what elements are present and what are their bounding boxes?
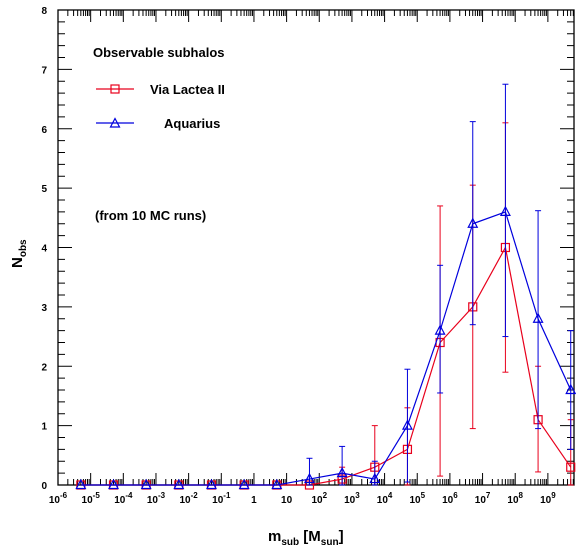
data-point — [499, 205, 511, 216]
data-point — [205, 478, 217, 490]
y-tick-label: 3 — [41, 303, 47, 314]
x-label-sub: sub — [281, 537, 299, 548]
x-tick-label-base: 10 — [147, 495, 159, 506]
legend-title: Observable subhalos — [93, 45, 225, 60]
x-tick-label: 105 — [409, 491, 425, 506]
y-tick-label: 2 — [41, 362, 47, 373]
data-point — [369, 472, 381, 484]
y-axis-label: Nobs — [9, 239, 29, 268]
x-tick-label-base: 10 — [475, 495, 487, 506]
series-layer — [75, 83, 576, 490]
x-tick-label-power: 7 — [486, 491, 491, 500]
ticks-layer: 10-6 10-5 10-4 10-3 10-2 10-1 1 10 102 103 104 105 1… — [41, 6, 574, 506]
y-tick-label: 1 — [41, 422, 47, 433]
x-tick-label-base: 10 — [442, 495, 454, 506]
x-tick-label-base: 10 — [507, 495, 519, 506]
data-point — [75, 478, 87, 490]
x-label-end: ] — [339, 528, 344, 545]
x-tick-label-power: 4 — [388, 491, 393, 500]
data-point — [336, 466, 348, 478]
data-point — [467, 217, 479, 228]
y-label-sub: obs — [18, 239, 29, 257]
data-point — [532, 312, 544, 323]
x-axis-label: msub [Msun] — [268, 528, 344, 548]
x-tick-label-power: 2 — [323, 491, 328, 500]
legend-marker-aquarius — [109, 117, 121, 128]
x-tick-label-base: 1 — [251, 495, 257, 506]
x-label-main: m — [268, 528, 281, 545]
x-tick-label: 1 — [251, 495, 257, 506]
x-tick-label: 10-2 — [180, 491, 199, 506]
data-point — [173, 478, 185, 490]
x-tick-label: 10-1 — [212, 491, 231, 506]
x-tick-label-power: 3 — [355, 491, 360, 500]
x-tick-label-base: 10 — [114, 495, 126, 506]
data-point — [303, 472, 315, 484]
data-point — [434, 324, 446, 335]
x-tick-label-power: -6 — [60, 491, 68, 500]
x-tick-label-base: 10 — [540, 495, 552, 506]
y-tick-label: 5 — [41, 184, 47, 195]
x-tick-label-power: -4 — [125, 491, 133, 500]
x-tick-label: 10-5 — [82, 491, 101, 506]
data-point — [271, 478, 283, 490]
x-tick-label-base: 10 — [49, 495, 61, 506]
series-line — [80, 211, 572, 486]
x-tick-label-power: -5 — [93, 491, 101, 500]
legend-label-via-lactea-ii: Via Lactea II — [150, 82, 225, 97]
x-tick-label: 102 — [311, 491, 327, 506]
x-tick-label-power: 9 — [551, 491, 556, 500]
x-label-sub2: sun — [321, 537, 339, 548]
x-tick-label: 10-3 — [147, 491, 166, 506]
legend-marker-via-lactea-ii — [110, 84, 120, 94]
series-aquarius — [75, 83, 576, 490]
data-point — [108, 478, 120, 490]
x-tick-label-base: 10 — [409, 495, 421, 506]
x-tick-label-power: -2 — [191, 491, 199, 500]
x-tick-label-base: 10 — [82, 495, 94, 506]
data-point — [401, 419, 413, 430]
x-tick-label: 10 — [281, 495, 293, 506]
x-tick-label: 103 — [344, 491, 360, 506]
x-tick-label: 10-6 — [49, 491, 68, 506]
plot-frame — [57, 9, 575, 486]
y-label-main: N — [9, 257, 26, 268]
x-tick-label-power: 5 — [421, 491, 426, 500]
x-tick-label: 104 — [377, 491, 393, 506]
y-tick-label: 0 — [41, 481, 47, 492]
x-tick-label-base: 10 — [180, 495, 192, 506]
y-tick-label: 7 — [41, 65, 47, 76]
x-tick-label-base: 10 — [344, 495, 356, 506]
x-tick-label: 107 — [475, 491, 491, 506]
x-tick-label-base: 10 — [212, 495, 224, 506]
x-tick-label-base: 10 — [311, 495, 323, 506]
data-point — [565, 383, 576, 395]
x-tick-label-power: 6 — [453, 491, 458, 500]
x-tick-label-power: 8 — [519, 491, 524, 500]
series-line — [80, 245, 572, 486]
x-tick-label: 108 — [507, 491, 523, 506]
x-tick-label-base: 10 — [377, 495, 389, 506]
series-via-lactea-ii — [76, 122, 576, 490]
x-tick-label: 10-4 — [114, 491, 133, 506]
x-label-mid: [M — [299, 528, 321, 545]
x-tick-label-base: 10 — [281, 495, 293, 506]
data-point — [238, 478, 250, 490]
x-tick-label: 106 — [442, 491, 458, 506]
y-tick-label: 6 — [41, 125, 47, 136]
x-tick-label: 109 — [540, 491, 556, 506]
x-tick-label-power: -3 — [158, 491, 166, 500]
data-point — [140, 478, 152, 490]
y-tick-label: 4 — [41, 244, 47, 255]
legend-label-aquarius: Aquarius — [164, 116, 220, 131]
x-tick-label-power: -1 — [223, 491, 231, 500]
data-point — [566, 462, 576, 472]
legend: Observable subhalos Via Lactea II Aquari… — [93, 45, 225, 131]
annotation-mc-runs: (from 10 MC runs) — [95, 208, 206, 223]
y-tick-label: 8 — [41, 6, 47, 17]
